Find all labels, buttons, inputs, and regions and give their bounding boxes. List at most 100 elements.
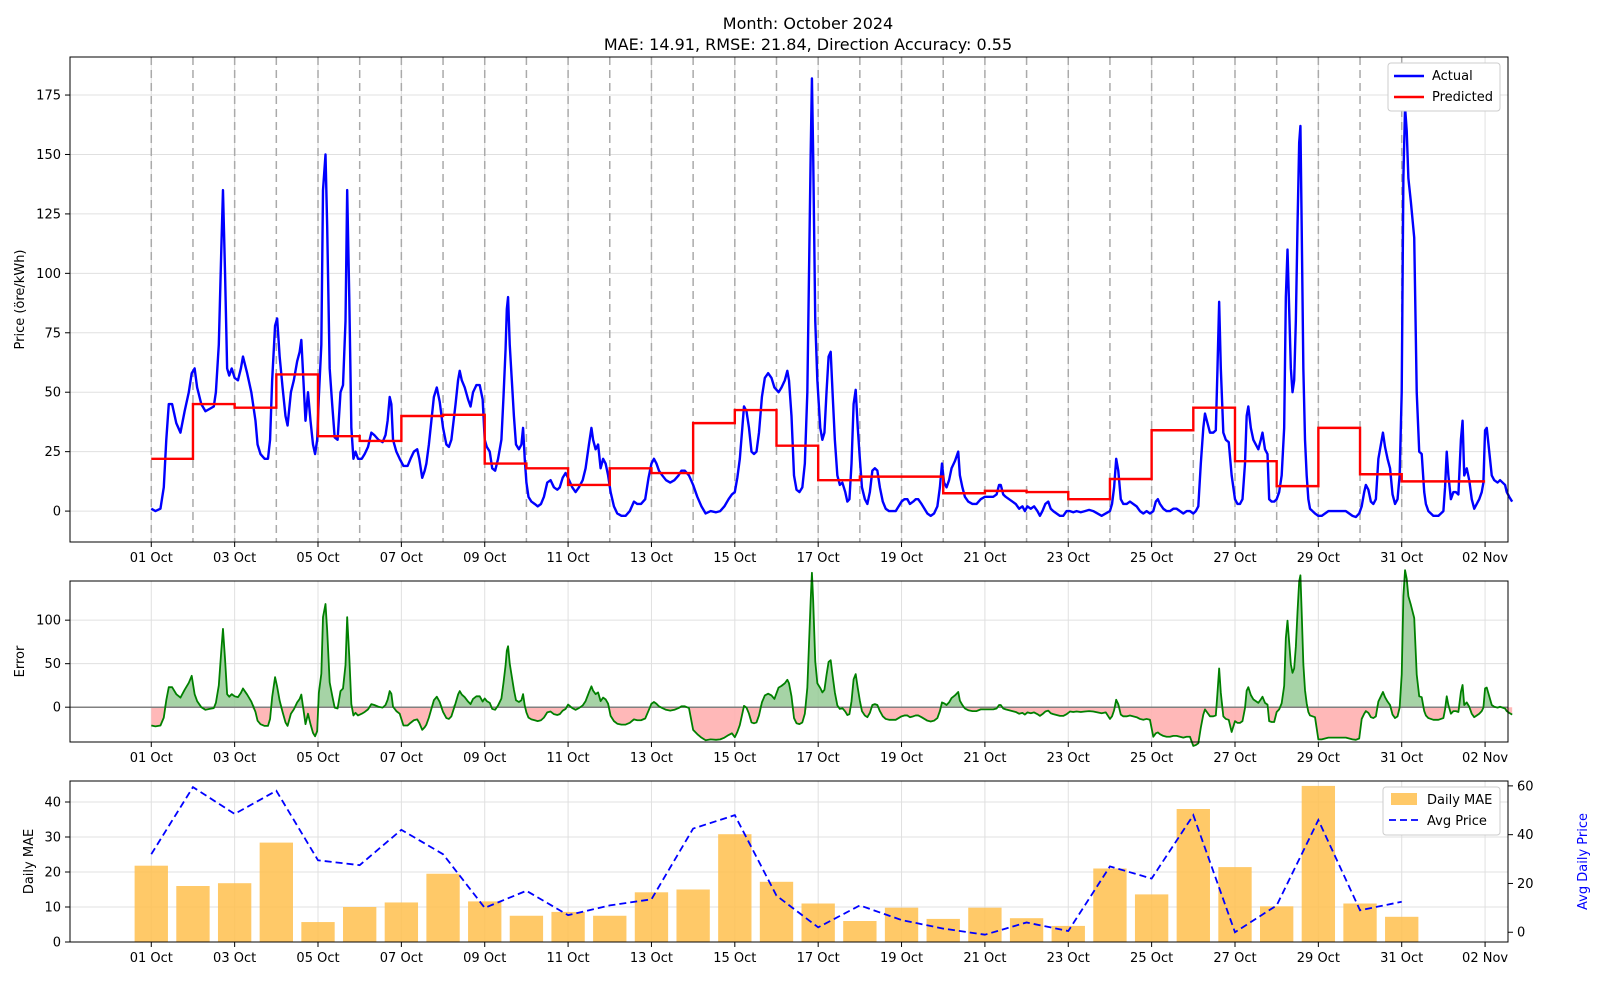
- legend-label-actual: Actual: [1432, 69, 1473, 84]
- daily-mae-bar: [259, 842, 293, 942]
- x-tick-label: 19 Oct: [880, 551, 923, 566]
- x-tick-label: 25 Oct: [1130, 751, 1173, 766]
- x-tick-label: 15 Oct: [713, 551, 756, 566]
- daily-mae-bar: [468, 901, 502, 942]
- x-tick-label: 21 Oct: [963, 951, 1006, 966]
- daily-mae-bar: [176, 886, 210, 942]
- daily-mae-bar: [426, 873, 460, 942]
- x-tick-label: 25 Oct: [1130, 951, 1173, 966]
- right-axis-label: Avg Daily Price: [1576, 813, 1591, 910]
- y-axis-label: Error: [13, 645, 28, 677]
- x-tick-label: 02 Nov: [1462, 751, 1508, 766]
- daily-mae-bar: [134, 865, 168, 942]
- error-chart: 01 Oct 03 Oct 05 Oct 07 Oct 09 Oct 11 Oct 13 O…: [13, 569, 1513, 766]
- daily-mae-bar: [551, 911, 585, 942]
- x-tick-label: 27 Oct: [1213, 951, 1256, 966]
- x-tick-label: 31 Oct: [1380, 551, 1423, 566]
- daily-mae-bar: [634, 892, 669, 942]
- y-tick-label: 10: [44, 901, 61, 916]
- y-tick-label: 20: [44, 866, 61, 881]
- y-tick-label: 0: [53, 701, 61, 716]
- y-axis-label: Price (öre/kWh): [13, 249, 28, 349]
- x-tick-label: 21 Oct: [963, 751, 1006, 766]
- x-tick-label: 11 Oct: [547, 551, 590, 566]
- daily-mae-bar: [718, 834, 752, 942]
- daily-mae-chart: 01 Oct 03 Oct 05 Oct 07 Oct 09 Oct 11 Oct 13 O…: [22, 779, 1591, 966]
- y-tick-label: 50: [44, 657, 61, 672]
- y-tick-label: 125: [36, 207, 61, 222]
- x-tick-label: 02 Nov: [1462, 951, 1508, 966]
- x-tick-label: 05 Oct: [296, 551, 339, 566]
- x-tick-label: 25 Oct: [1130, 551, 1173, 566]
- daily-mae-bar: [509, 915, 544, 942]
- daily-mae-bar: [968, 907, 1002, 942]
- right-tick-label: 0: [1517, 926, 1525, 941]
- x-tick-label: 23 Oct: [1047, 551, 1090, 566]
- x-tick-label: 27 Oct: [1213, 551, 1256, 566]
- daily-mae-bar: [217, 883, 252, 942]
- y-tick-label: 0: [53, 936, 61, 951]
- x-tick-label: 29 Oct: [1297, 751, 1340, 766]
- x-tick-label: 13 Oct: [630, 551, 673, 566]
- y-tick-label: 100: [36, 614, 61, 629]
- daily-mae-bar: [1176, 809, 1210, 942]
- daily-mae-bar: [301, 922, 335, 942]
- x-tick-label: 15 Oct: [713, 951, 756, 966]
- predicted-series-line: [151, 373, 1486, 501]
- y-tick-label: 75: [44, 326, 61, 341]
- x-tick-label: 23 Oct: [1047, 951, 1090, 966]
- avg-price-line: [150, 785, 1402, 936]
- x-tick-label: 31 Oct: [1380, 951, 1423, 966]
- x-tick-label: 05 Oct: [296, 751, 339, 766]
- legend-label-predicted: Predicted: [1432, 90, 1493, 105]
- x-tick-label: 15 Oct: [713, 751, 756, 766]
- error-positive-area: [151, 570, 1513, 708]
- daily-mae-bar: [676, 889, 710, 942]
- x-tick-label: 07 Oct: [380, 751, 423, 766]
- chart-title-line2: MAE: 14.91, RMSE: 21.84, Direction Accur…: [604, 35, 1012, 54]
- x-tick-label: 09 Oct: [463, 751, 506, 766]
- legend: Daily MAE Avg Price: [1382, 786, 1501, 836]
- x-tick-label: 11 Oct: [547, 751, 590, 766]
- x-tick-label: 02 Nov: [1462, 551, 1508, 566]
- right-tick-label: 20: [1517, 877, 1534, 892]
- y-tick-label: 175: [36, 89, 61, 104]
- y-tick-label: 0: [53, 505, 61, 520]
- daily-mae-bar: [593, 915, 627, 942]
- x-tick-label: 01 Oct: [130, 951, 173, 966]
- x-tick-label: 01 Oct: [130, 751, 173, 766]
- daily-mae-bar: [384, 902, 419, 942]
- x-tick-label: 03 Oct: [213, 951, 256, 966]
- x-tick-label: 17 Oct: [797, 951, 840, 966]
- x-tick-label: 13 Oct: [630, 751, 673, 766]
- axes-frame: [69, 56, 1509, 543]
- x-tick-label: 03 Oct: [213, 551, 256, 566]
- x-tick-label: 03 Oct: [213, 751, 256, 766]
- price-chart: 01 Oct 03 Oct 05 Oct 07 Oct 09 Oct 11 Oct 13 O…: [13, 56, 1514, 566]
- x-tick-label: 07 Oct: [380, 551, 423, 566]
- x-tick-label: 09 Oct: [463, 551, 506, 566]
- x-tick-label: 19 Oct: [880, 751, 923, 766]
- daily-mae-bar: [843, 921, 877, 942]
- x-tick-label: 19 Oct: [880, 951, 923, 966]
- x-tick-label: 29 Oct: [1297, 551, 1340, 566]
- y-tick-label: 40: [44, 796, 61, 811]
- x-tick-label: 01 Oct: [130, 551, 173, 566]
- x-tick-label: 29 Oct: [1297, 951, 1340, 966]
- daily-mae-bar: [1259, 906, 1294, 942]
- daily-mae-bar: [1093, 868, 1127, 942]
- legend-label-avg: Avg Price: [1427, 814, 1487, 829]
- x-tick-label: 11 Oct: [547, 951, 590, 966]
- daily-mae-bar: [1218, 867, 1252, 942]
- y-axis-label: Daily MAE: [22, 829, 37, 894]
- legend-swatch-mae: [1391, 793, 1417, 805]
- axes-frame: [69, 580, 1509, 743]
- y-tick-label: 25: [44, 445, 61, 460]
- legend: Actual Predicted: [1387, 62, 1501, 112]
- axes-frame: [69, 780, 1509, 943]
- daily-mae-bar: [759, 881, 794, 942]
- y-tick-label: 50: [44, 386, 61, 401]
- y-tick-label: 100: [36, 267, 61, 282]
- x-tick-label: 17 Oct: [797, 751, 840, 766]
